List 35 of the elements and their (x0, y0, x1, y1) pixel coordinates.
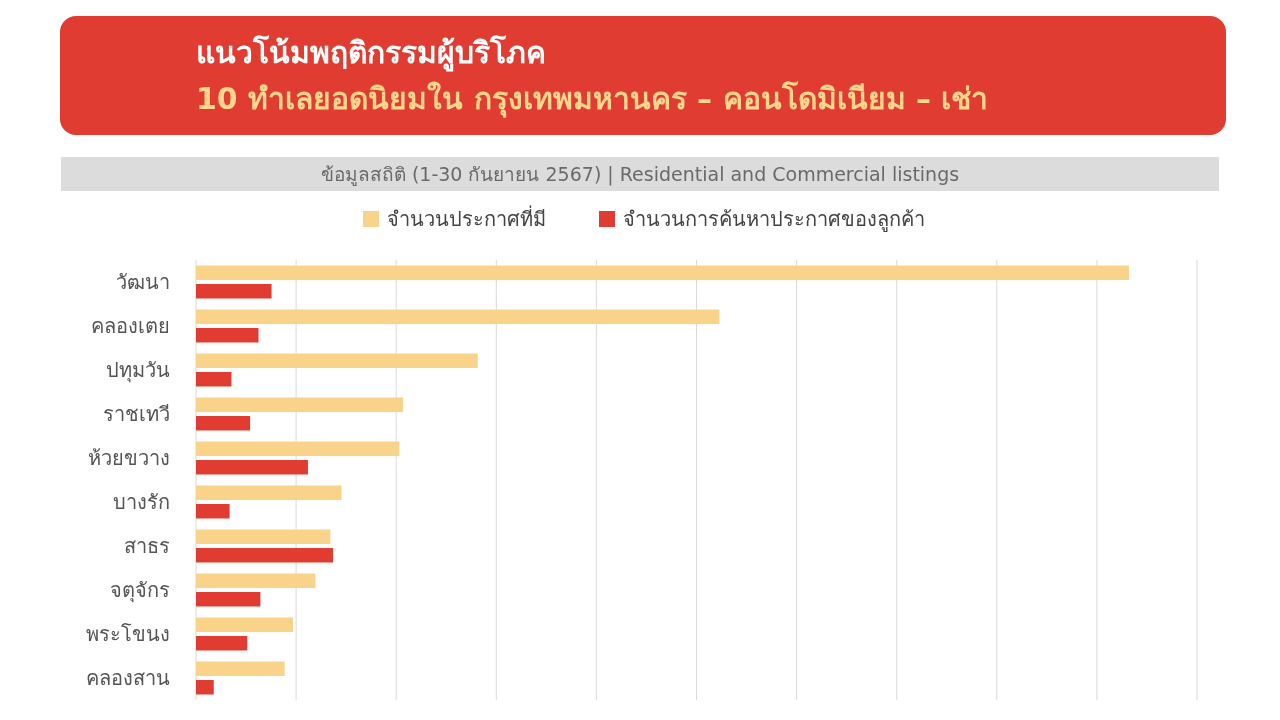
y-tick-label: คลองสาน (86, 666, 170, 690)
bar (196, 441, 400, 456)
y-tick-label: ราชเทวี (103, 402, 170, 426)
y-tick-label: วัฒนา (116, 270, 170, 294)
bar (196, 529, 331, 544)
bar (196, 504, 230, 519)
bar (196, 397, 404, 412)
bar (196, 353, 478, 368)
y-tick-label: สาธร (124, 534, 170, 558)
bar (196, 265, 1129, 280)
bar (196, 680, 214, 695)
bar (196, 592, 261, 607)
text: ข้อมูลสถิติ (1-30 กันยายน 2567) | Residential and Commercial listings (320, 163, 960, 186)
bar (196, 617, 294, 632)
y-tick-label: พระโขนง (86, 622, 170, 646)
bar (196, 460, 308, 475)
legend-label: จำนวนประกาศที่มี (387, 205, 546, 231)
y-tick-label: จตุจักร (110, 578, 170, 603)
bar (196, 309, 720, 324)
bar (196, 284, 272, 299)
legend-label: จำนวนการค้นหาประกาศของลูกค้า (623, 207, 925, 232)
bar (196, 328, 259, 343)
bar (196, 372, 232, 387)
y-tick-label: คลองเตย (91, 314, 170, 338)
bar (196, 573, 316, 588)
bar (196, 661, 285, 676)
bar (196, 636, 248, 651)
bar (196, 416, 251, 431)
y-tick-label: ห้วยขวาง (88, 446, 170, 470)
y-tick-label: บางรัก (113, 490, 170, 514)
bar (196, 548, 334, 563)
chart-title: แนวโน้มพฤติกรรมผู้บริโภค (196, 34, 546, 72)
bar (196, 485, 342, 500)
y-tick-label: ปทุมวัน (106, 358, 170, 383)
chart-subtitle: 10 ทำเลยอดนิยมใน กรุงเทพมหานคร – คอนโดมิเนียม – เช่า (196, 80, 989, 118)
